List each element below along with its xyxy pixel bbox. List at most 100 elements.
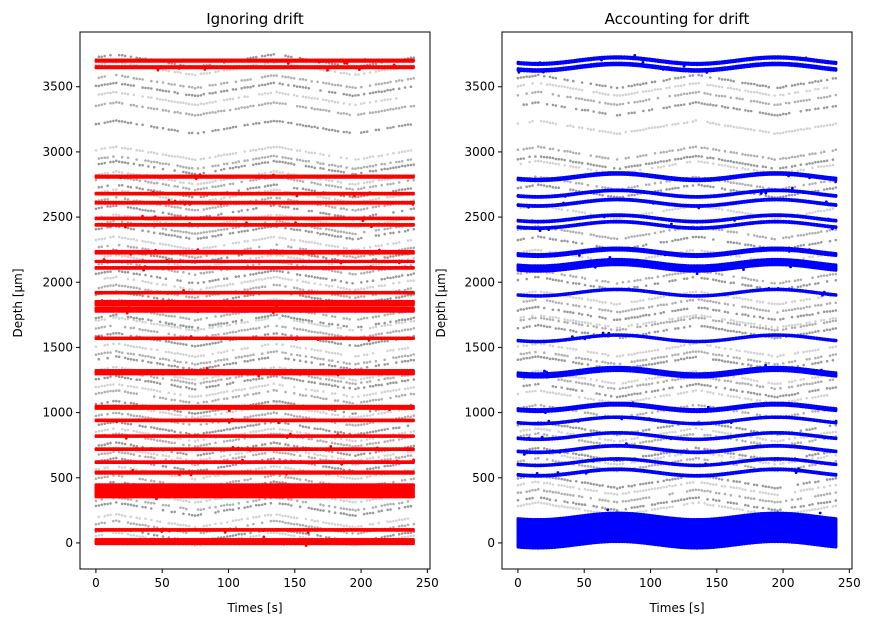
data-point [199,231,203,235]
data-point [176,466,179,470]
data-point [322,428,325,431]
data-point [269,531,273,535]
data-point [339,71,343,75]
data-point [360,343,363,347]
data-point [389,312,392,316]
data-point [295,477,299,481]
data-point [243,321,246,324]
data-point [254,162,258,166]
data-point [360,401,363,404]
data-point [374,333,378,336]
data-point [173,62,176,66]
data-point [362,353,366,357]
data-point [333,197,337,201]
data-point [158,88,162,92]
data-point [360,432,363,435]
data-point [330,228,334,232]
data-point [164,397,168,401]
data-point [254,414,258,417]
data-point [351,412,354,416]
data-point [167,184,171,187]
data-point [386,382,389,386]
data-point [310,181,314,184]
data-point [252,327,255,330]
data-point [339,353,343,356]
data-point [357,444,360,448]
data-point [295,317,299,321]
data-point [120,332,124,336]
data-point [231,166,235,170]
data-point [304,425,308,429]
data-point [272,283,276,287]
data-point [272,374,276,378]
data-point [176,129,179,133]
data-point [389,331,392,334]
data-point [173,169,176,172]
data-point [249,279,252,283]
data-point [263,422,267,425]
data-point [412,207,416,210]
data-point [208,207,211,210]
data-point [141,239,144,243]
data-point [354,477,357,481]
data-point [371,413,375,416]
data-point [310,80,314,83]
data-point [144,387,147,391]
data-point [164,228,168,231]
data-point [336,523,340,526]
data-point [176,410,179,413]
data-point [368,180,372,184]
data-point [179,352,182,356]
data-point [380,82,384,86]
data-point [386,183,389,186]
data-point [284,226,287,230]
data-point [377,340,381,344]
data-point [147,318,150,322]
data-point [112,213,115,217]
data-point [185,343,188,347]
data-point [155,427,159,430]
data-point [158,98,162,101]
data-point [214,278,217,282]
data-point [257,162,261,166]
data-point [103,475,106,479]
data-point [284,237,287,240]
data-point [377,429,381,432]
data-point [138,450,141,454]
data-point [254,122,258,125]
data-point [115,355,118,358]
data-point [400,518,404,521]
data-point [336,285,340,289]
data-point [217,429,220,433]
data-point [217,278,220,281]
data-point [112,519,115,523]
data-point [109,457,112,461]
data-point [272,480,276,483]
data-point [395,394,398,398]
data-point [362,512,366,516]
data-point [403,318,407,322]
data-point [316,323,319,327]
data-point [374,83,378,86]
data-point [313,166,317,170]
data-point [345,85,349,88]
data-point [120,466,124,469]
data-point [278,91,282,95]
data-point [214,229,217,233]
data-point [362,295,366,298]
data-point [292,378,296,381]
data-point [287,315,290,319]
data-point [395,320,398,323]
data-point [263,75,267,78]
data-point [383,363,387,366]
data-point [205,443,208,446]
data-point [333,375,337,378]
data-point [101,493,105,497]
data-point [109,220,112,224]
data-point [170,522,173,525]
data-point [263,54,267,58]
data-point [389,297,392,300]
data-point [94,534,98,538]
data-point [336,413,340,417]
data-point [374,450,378,454]
